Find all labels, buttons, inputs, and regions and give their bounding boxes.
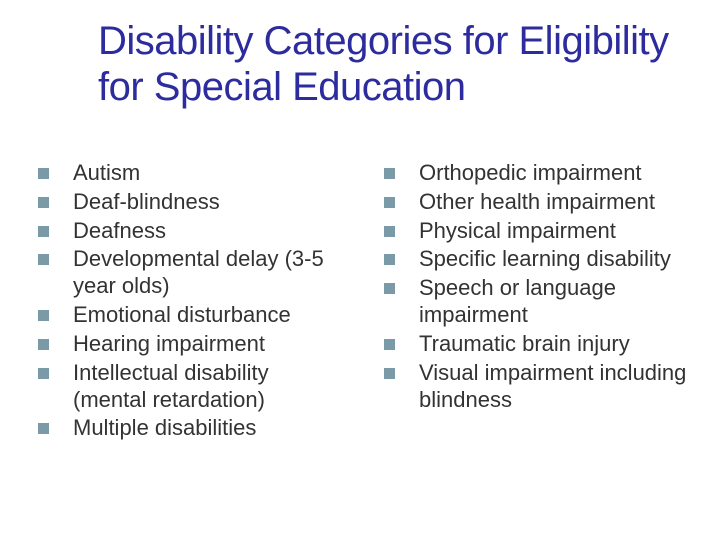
list-item: Visual impairment including blindness bbox=[384, 360, 690, 414]
list-item-text: Physical impairment bbox=[419, 218, 616, 245]
list-item: Developmental delay (3-5 year olds) bbox=[38, 246, 344, 300]
square-bullet-icon bbox=[38, 339, 49, 350]
list-item: Speech or language impairment bbox=[384, 275, 690, 329]
list-item-text: Deaf-blindness bbox=[73, 189, 220, 216]
square-bullet-icon bbox=[38, 254, 49, 265]
left-column: AutismDeaf-blindnessDeafnessDevelopmenta… bbox=[38, 160, 344, 444]
square-bullet-icon bbox=[384, 339, 395, 350]
list-item-text: Specific learning disability bbox=[419, 246, 671, 273]
list-item-text: Visual impairment including blindness bbox=[419, 360, 690, 414]
list-item: Hearing impairment bbox=[38, 331, 344, 358]
square-bullet-icon bbox=[384, 226, 395, 237]
list-item: Specific learning disability bbox=[384, 246, 690, 273]
list-item-text: Emotional disturbance bbox=[73, 302, 291, 329]
right-column: Orthopedic impairmentOther health impair… bbox=[384, 160, 690, 444]
list-item: Deaf-blindness bbox=[38, 189, 344, 216]
list-item: Other health impairment bbox=[384, 189, 690, 216]
list-item: Emotional disturbance bbox=[38, 302, 344, 329]
list-item-text: Orthopedic impairment bbox=[419, 160, 642, 187]
square-bullet-icon bbox=[384, 168, 395, 179]
list-item: Physical impairment bbox=[384, 218, 690, 245]
slide-title: Disability Categories for Eligibility fo… bbox=[98, 18, 700, 110]
square-bullet-icon bbox=[38, 423, 49, 434]
list-item-text: Multiple disabilities bbox=[73, 415, 256, 442]
square-bullet-icon bbox=[384, 283, 395, 294]
list-item: Multiple disabilities bbox=[38, 415, 344, 442]
list-item-text: Autism bbox=[73, 160, 140, 187]
square-bullet-icon bbox=[384, 254, 395, 265]
square-bullet-icon bbox=[38, 197, 49, 208]
square-bullet-icon bbox=[38, 368, 49, 379]
square-bullet-icon bbox=[384, 368, 395, 379]
list-item-text: Speech or language impairment bbox=[419, 275, 690, 329]
list-item-text: Traumatic brain injury bbox=[419, 331, 630, 358]
list-item: Intellectual disability (mental retardat… bbox=[38, 360, 344, 414]
list-item-text: Deafness bbox=[73, 218, 166, 245]
square-bullet-icon bbox=[38, 310, 49, 321]
list-item-text: Developmental delay (3-5 year olds) bbox=[73, 246, 344, 300]
list-item-text: Other health impairment bbox=[419, 189, 655, 216]
list-item: Traumatic brain injury bbox=[384, 331, 690, 358]
square-bullet-icon bbox=[38, 168, 49, 179]
list-item-text: Hearing impairment bbox=[73, 331, 265, 358]
square-bullet-icon bbox=[384, 197, 395, 208]
list-item: Deafness bbox=[38, 218, 344, 245]
list-item: Autism bbox=[38, 160, 344, 187]
square-bullet-icon bbox=[38, 226, 49, 237]
list-item-text: Intellectual disability (mental retardat… bbox=[73, 360, 344, 414]
list-item: Orthopedic impairment bbox=[384, 160, 690, 187]
slide-content: AutismDeaf-blindnessDeafnessDevelopmenta… bbox=[38, 160, 690, 444]
